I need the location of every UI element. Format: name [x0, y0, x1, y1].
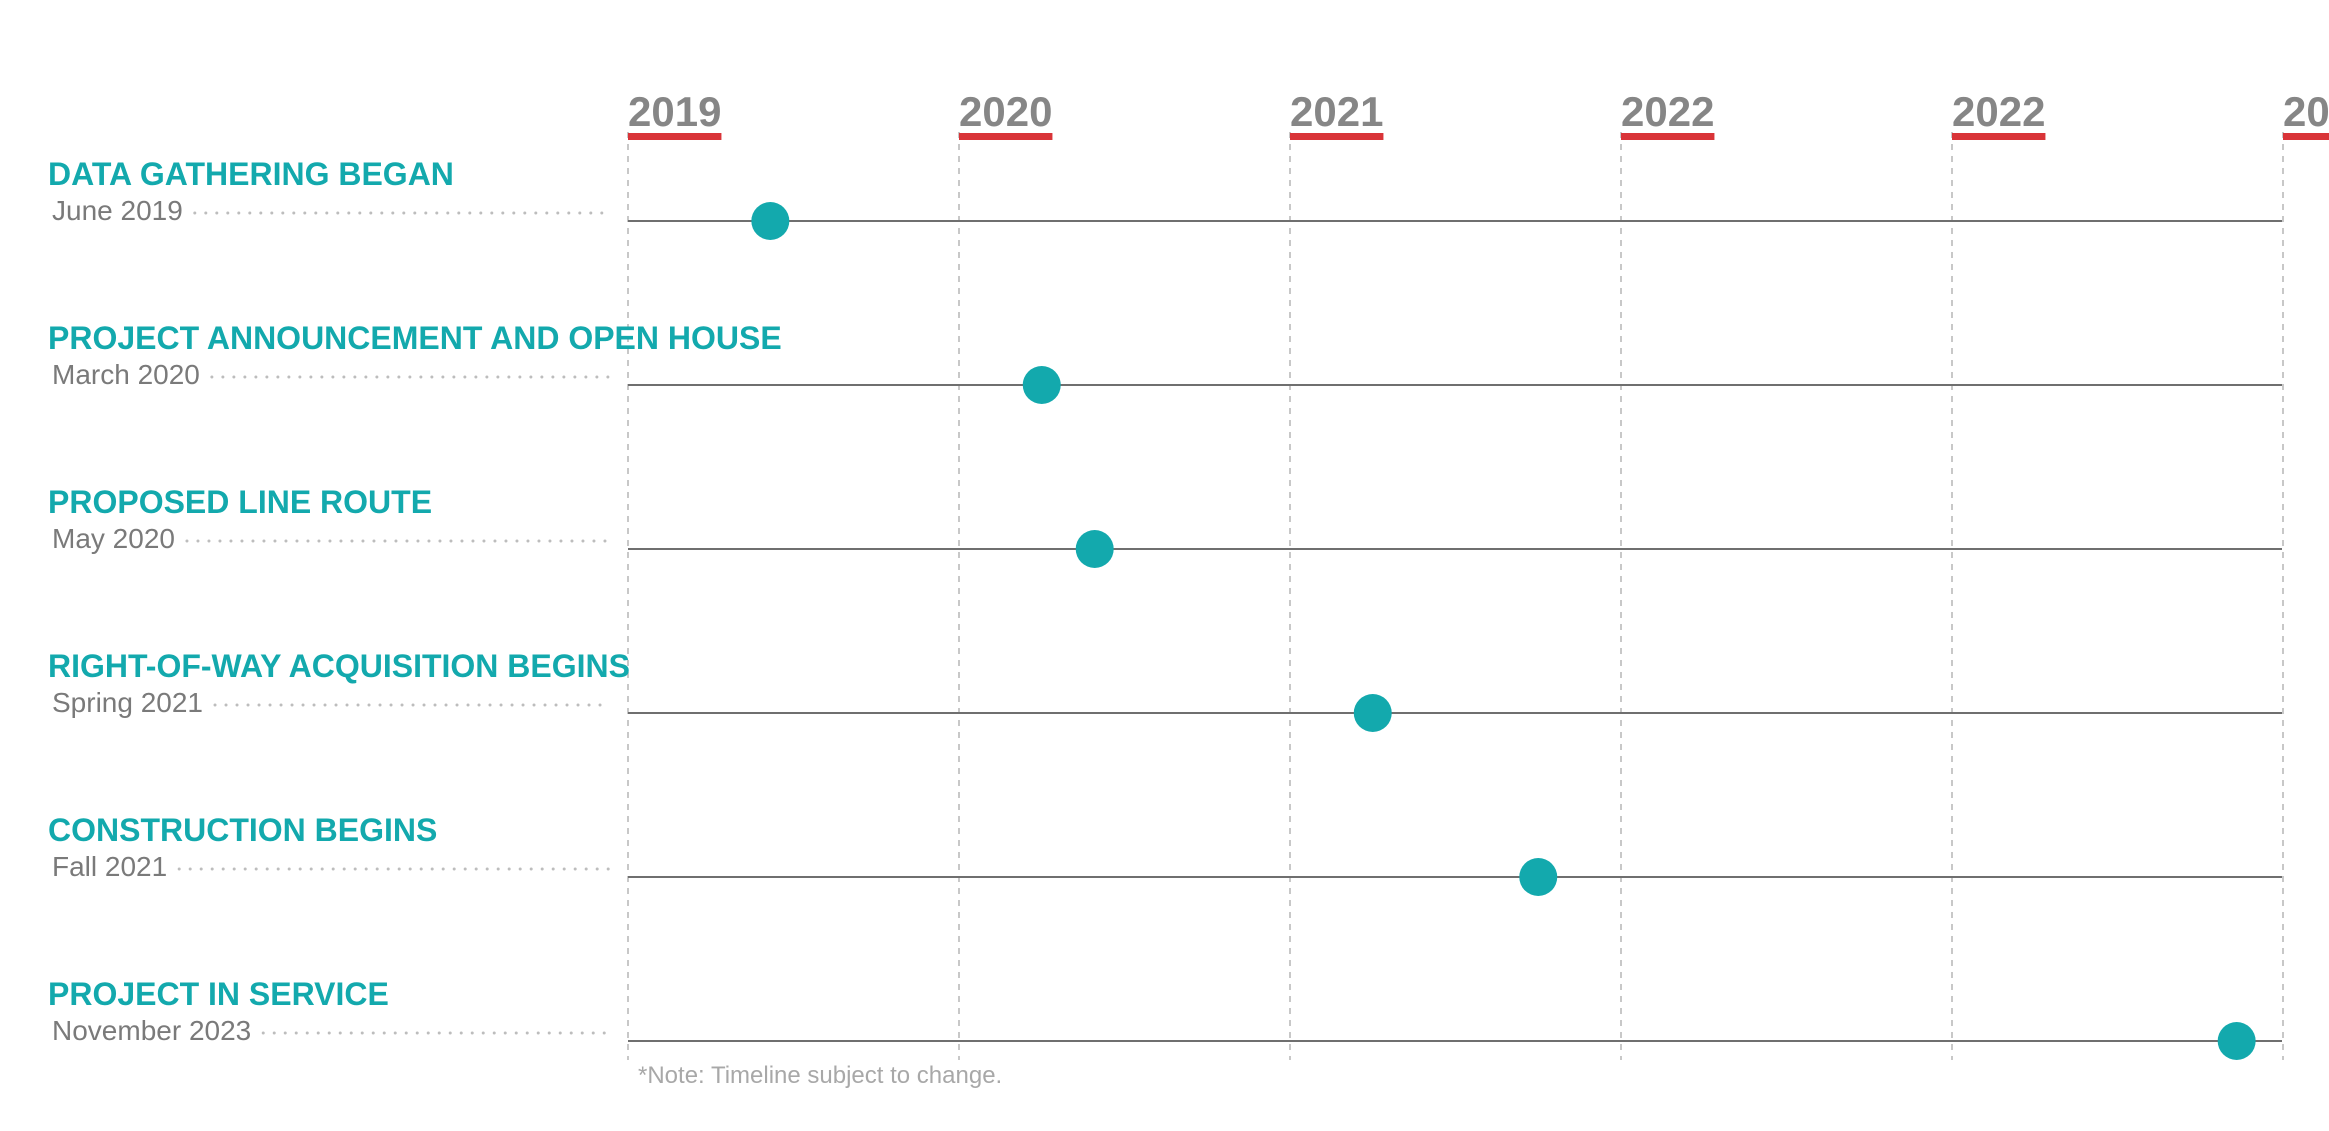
event-markers — [751, 202, 2256, 1060]
year-underline-1 — [959, 133, 1053, 140]
event-marker-3 — [1353, 694, 1392, 732]
grid-lines — [627, 132, 2284, 1060]
year-tick-label-2: 2021 — [1290, 88, 1383, 135]
event-marker-5 — [2217, 1022, 2256, 1060]
event-title-4: CONSTRUCTION BEGINS — [48, 812, 437, 848]
event-date-5: November 2023 — [52, 1015, 251, 1046]
year-underline-4 — [1952, 133, 2046, 140]
event-date-1: March 2020 — [52, 359, 200, 390]
year-tick-label-5: 2023 — [2283, 88, 2329, 135]
year-underline-2 — [1290, 133, 1384, 140]
event-marker-0 — [751, 202, 790, 240]
event-marker-2 — [1075, 530, 1114, 568]
year-underline-5 — [2283, 133, 2329, 140]
event-marker-1 — [1022, 366, 1061, 404]
event-date-2: May 2020 — [52, 523, 175, 554]
event-date-4: Fall 2021 — [52, 851, 167, 882]
event-date-3: Spring 2021 — [52, 687, 203, 718]
event-marker-4 — [1519, 858, 1558, 896]
year-tick-label-1: 2020 — [959, 88, 1052, 135]
event-title-0: DATA GATHERING BEGAN — [48, 156, 454, 192]
event-title-1: PROJECT ANNOUNCEMENT AND OPEN HOUSE — [48, 320, 782, 356]
event-title-2: PROPOSED LINE ROUTE — [48, 484, 432, 520]
event-date-0: June 2019 — [52, 195, 183, 226]
event-title-3: RIGHT-OF-WAY ACQUISITION BEGINS — [48, 648, 630, 684]
year-tick-label-3: 2022 — [1621, 88, 1714, 135]
year-tick-label-4: 2022 — [1952, 88, 2045, 135]
year-underline-0 — [628, 133, 722, 140]
event-rows — [628, 220, 2282, 1042]
event-title-5: PROJECT IN SERVICE — [48, 976, 389, 1012]
year-axis: 2019 2020 2021 2022 2022 2023 — [628, 88, 2329, 140]
year-tick-label-0: 2019 — [628, 88, 721, 135]
timeline-note: *Note: Timeline subject to change. — [638, 1062, 1002, 1089]
year-underline-3 — [1621, 133, 1715, 140]
